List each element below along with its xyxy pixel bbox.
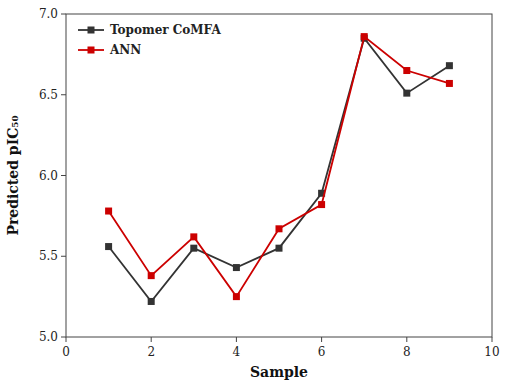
x-tick-label: 2 <box>147 345 155 359</box>
x-tick-label: 4 <box>233 345 241 359</box>
point <box>276 245 283 252</box>
x-tick <box>321 337 322 342</box>
point <box>190 245 197 252</box>
point <box>403 90 410 97</box>
y-tick <box>61 94 66 95</box>
x-tick-label: 8 <box>403 345 411 359</box>
legend-label: ANN <box>109 43 141 57</box>
x-tick-label: 10 <box>484 345 499 359</box>
y-tick-label: 7.0 <box>39 7 58 21</box>
series <box>105 33 453 300</box>
point <box>148 272 155 279</box>
legend: Topomer CoMFA ANN <box>78 23 221 57</box>
point <box>361 33 368 40</box>
y-tick <box>61 175 66 176</box>
y-tick-label: 5.0 <box>39 330 58 344</box>
point <box>105 208 112 215</box>
x-tick-label: 6 <box>318 345 326 359</box>
y-tick <box>61 14 66 15</box>
x-axis-label: Sample <box>250 364 308 380</box>
y-tick-label: 5.5 <box>39 249 58 263</box>
x-tick <box>236 337 237 342</box>
y-tick <box>61 337 66 338</box>
series-line <box>109 38 450 301</box>
x-tick <box>406 337 407 342</box>
x-tick-label: 0 <box>62 345 70 359</box>
chart-container: 0 2 4 6 8 10 5.0 5.5 6.0 6.5 7.0 Sample Predicted pI… <box>0 0 508 389</box>
x-tick <box>492 337 493 342</box>
y-tick <box>61 256 66 257</box>
series-line <box>109 37 450 297</box>
y-axis-label: Predicted pIC₅₀ <box>5 115 21 235</box>
plot-area <box>105 33 453 305</box>
legend-item: ANN <box>78 43 141 57</box>
point <box>403 67 410 74</box>
point <box>233 264 240 271</box>
legend-item: Topomer CoMFA <box>78 23 221 37</box>
point <box>446 62 453 69</box>
plot-frame <box>66 14 492 337</box>
legend-label: Topomer CoMFA <box>110 23 221 37</box>
legend-marker <box>88 27 95 34</box>
legend-marker <box>88 47 95 54</box>
point <box>105 243 112 250</box>
y-axis: 5.0 5.5 6.0 6.5 7.0 <box>39 7 66 344</box>
x-axis: 0 2 4 6 8 10 <box>62 337 499 359</box>
point <box>190 233 197 240</box>
point <box>148 298 155 305</box>
y-tick-label: 6.0 <box>39 169 58 183</box>
chart: 0 2 4 6 8 10 5.0 5.5 6.0 6.5 7.0 Sample Predicted pI… <box>0 0 508 389</box>
x-tick <box>66 337 67 342</box>
series <box>105 35 453 305</box>
point <box>318 201 325 208</box>
point <box>446 80 453 87</box>
y-tick-label: 6.5 <box>39 88 58 102</box>
point <box>233 293 240 300</box>
x-tick <box>151 337 152 342</box>
point <box>276 225 283 232</box>
